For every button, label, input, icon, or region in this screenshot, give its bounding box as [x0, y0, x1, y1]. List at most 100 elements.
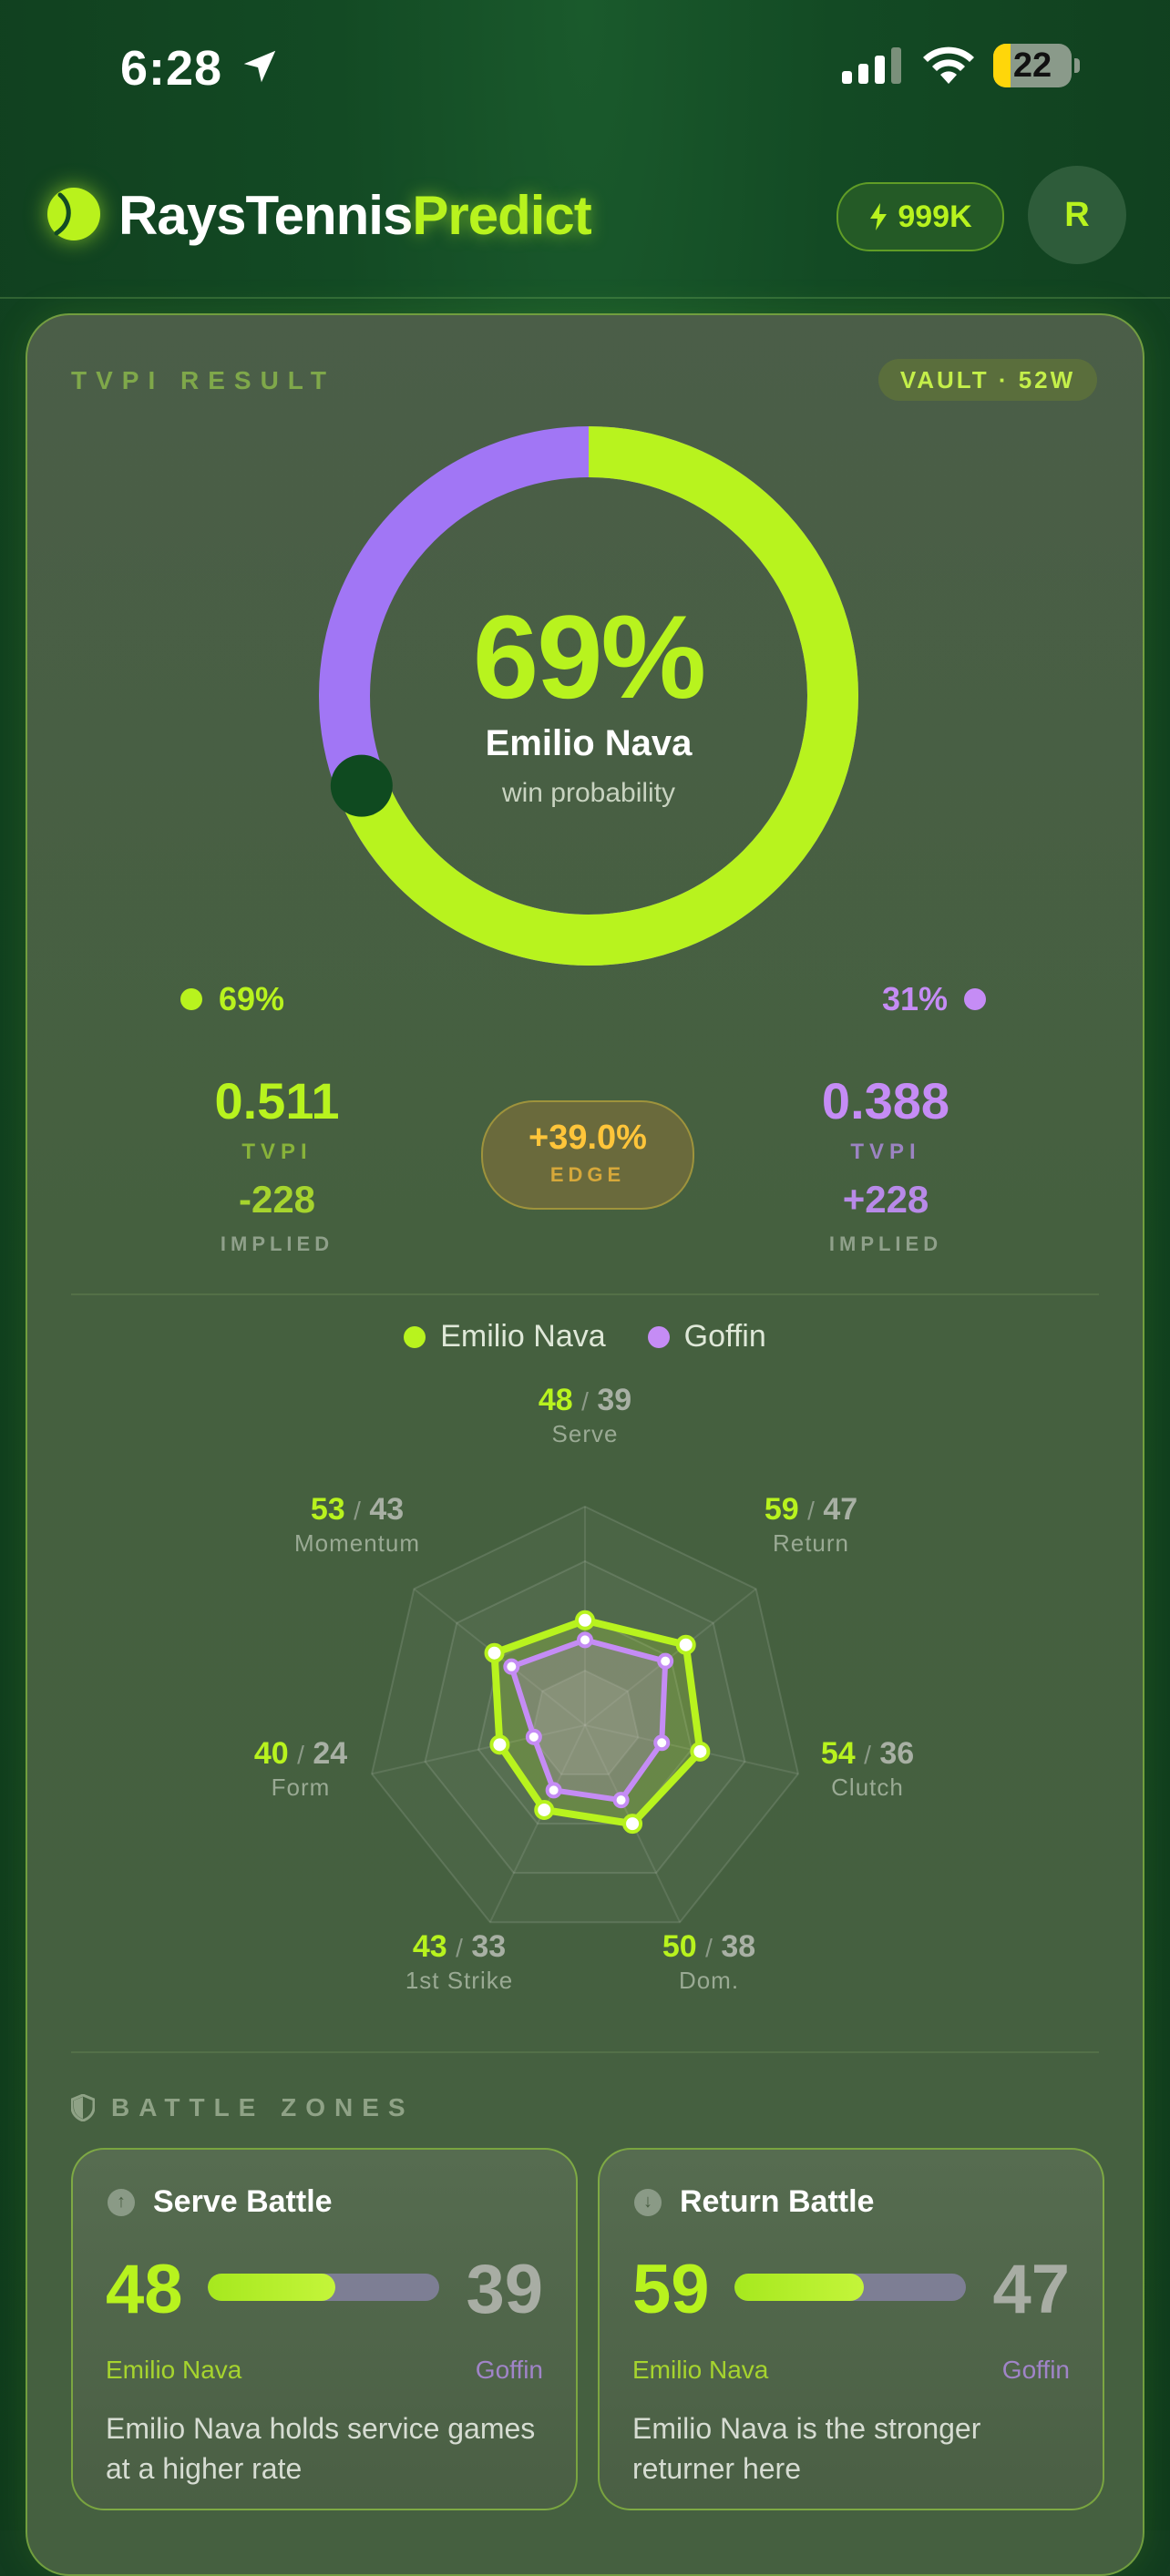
player-a-share-value: 69%	[219, 980, 285, 1017]
radar-axis-clutch: 54 / 36 Clutch	[820, 1736, 915, 1801]
serve-battle-player-a-value: 48	[106, 2251, 183, 2328]
donut-arc-player-a	[319, 426, 858, 966]
player-b-odds: +228	[842, 1178, 929, 1221]
player-b-tvpi-label: TVPI	[850, 1140, 921, 1164]
return-battle-player-b-value: 47	[992, 2251, 1070, 2328]
player-a-dot	[180, 988, 202, 1010]
tvpi-result-card: TVPI RESULT VAULT · 52W 69% Emilio Nava …	[26, 313, 1144, 2576]
radar-point-player-a-momentum	[484, 1642, 505, 1663]
player-b-tvpi: 0.388	[821, 1072, 950, 1130]
shield-icon	[71, 2094, 95, 2121]
radar-axis-return: 59 / 47 Return	[764, 1492, 858, 1557]
serve-battle-player-b-value: 39	[466, 2251, 543, 2328]
credits-amount: 999K	[898, 199, 972, 234]
player-b-stats: 0.388 TVPI +228 IMPLIED	[749, 1071, 1022, 1256]
battle-zones-heading: BATTLE ZONES	[71, 2093, 415, 2122]
radar-point-player-b-dom-	[612, 1792, 630, 1809]
status-bar: 6:28 22	[0, 0, 1170, 137]
serve-battle-player-a: Emilio Nava	[106, 2356, 242, 2384]
serve-battle-card[interactable]: ↑ Serve Battle 48 39 Emilio Nava Goffin …	[71, 2148, 578, 2510]
player-a-tvpi: 0.511	[214, 1072, 340, 1130]
donut-knob	[330, 754, 393, 817]
player-b-share-value: 31%	[882, 980, 949, 1017]
brand-name-part1: RaysTennis	[118, 185, 413, 246]
win-probability-donut	[319, 426, 858, 966]
radar-grid-ring	[370, 1505, 800, 1924]
edge-badge: +39.0% EDGE	[481, 1100, 694, 1210]
radar-spoke	[371, 1724, 586, 1775]
radar-point-player-b-clutch	[653, 1734, 671, 1752]
radar-grid-ring	[530, 1669, 640, 1776]
return-battle-player-b: Goffin	[1001, 2356, 1070, 2384]
serve-battle-bar	[208, 2274, 439, 2301]
radar-point-player-a-dom-	[622, 1814, 643, 1835]
player-b-share: 31%	[882, 980, 987, 1018]
radar-point-player-a-clutch	[690, 1741, 711, 1762]
app-header: RaysTennisPredict 999K R	[0, 137, 1170, 299]
radar-axis-form: 40 / 24 Form	[253, 1736, 348, 1801]
radar-grid-ring	[424, 1559, 746, 1875]
battle-zones-title: BATTLE ZONES	[111, 2093, 415, 2121]
edge-value: +39.0%	[529, 1119, 647, 1157]
location-arrow-icon	[243, 50, 276, 83]
legend-dot-b	[647, 1325, 670, 1348]
comparison-radar-chart	[370, 1505, 800, 1924]
radar-axis-1st-strike: 43 / 33 1st Strike	[405, 1929, 514, 1994]
radar-point-player-b-serve	[577, 1631, 593, 1649]
radar-axis-momentum: 53 / 43 Momentum	[293, 1492, 421, 1557]
radar-axis-dom: 50 / 38 Dom.	[662, 1929, 756, 1994]
return-battle-player-a-value: 59	[632, 2251, 710, 2328]
serve-battle-player-b: Goffin	[475, 2356, 543, 2384]
player-b-implied-label: IMPLIED	[828, 1232, 943, 1255]
radar-legend-player-b: Goffin	[647, 1319, 766, 1354]
radar-spoke	[488, 1724, 586, 1923]
return-battle-title: Return Battle	[680, 2184, 875, 2219]
player-a-stats: 0.511 TVPI -228 IMPLIED	[140, 1071, 414, 1256]
radar-legend: Emilio Nava Goffin	[27, 1319, 1143, 1354]
lightning-icon	[870, 203, 888, 230]
app-brand: RaysTennisPredict	[118, 184, 592, 247]
arrow-up-icon: ↑	[108, 2188, 135, 2216]
return-battle-player-a: Emilio Nava	[632, 2356, 769, 2384]
tennis-ball-logo-icon	[47, 188, 100, 240]
player-a-tvpi-label: TVPI	[241, 1140, 313, 1164]
battery-indicator: 22	[993, 44, 1081, 87]
favorite-player-name: Emilio Nava	[485, 723, 693, 763]
player-a-share: 69%	[180, 980, 284, 1018]
return-battle-bar	[734, 2274, 966, 2301]
legend-label-b: Goffin	[683, 1319, 766, 1354]
legend-dot-a	[404, 1325, 426, 1348]
battery-level: 22	[1012, 46, 1052, 85]
edge-label: EDGE	[549, 1163, 626, 1186]
status-time: 6:28	[120, 41, 223, 96]
radar-point-player-a-serve	[575, 1610, 595, 1630]
radar-series-player-b	[508, 1637, 669, 1804]
section-divider-2	[71, 2051, 1099, 2053]
return-battle-description: Emilio Nava is the stronger returner her…	[632, 2412, 981, 2485]
vault-badge[interactable]: VAULT · 52W	[878, 359, 1097, 401]
brand-name-part2: Predict	[412, 185, 591, 246]
wifi-icon	[923, 46, 974, 84]
player-a-odds: -228	[238, 1178, 316, 1221]
player-a-implied-label: IMPLIED	[220, 1232, 334, 1255]
radar-legend-player-a: Emilio Nava	[404, 1319, 606, 1354]
radar-axis-serve: 48 / 39 Serve	[538, 1383, 632, 1447]
radar-point-player-b-form	[525, 1728, 542, 1745]
radar-point-player-a-return	[675, 1634, 696, 1655]
radar-point-player-b-momentum	[503, 1658, 520, 1675]
radar-point-player-a-form	[489, 1734, 510, 1755]
section-divider	[71, 1293, 1099, 1295]
result-label: TVPI RESULT	[71, 366, 335, 394]
arrow-down-icon: ↓	[634, 2188, 662, 2216]
radar-point-player-b-1st-strike	[545, 1782, 562, 1799]
win-probability-caption: win probability	[501, 778, 676, 808]
avatar[interactable]: R	[1028, 166, 1126, 264]
cellular-signal-icon	[842, 47, 901, 84]
return-battle-card[interactable]: ↓ Return Battle 59 47 Emilio Nava Goffin…	[598, 2148, 1104, 2510]
radar-point-player-a-1st-strike	[534, 1799, 555, 1820]
credits-button[interactable]: 999K	[836, 182, 1004, 251]
radar-point-player-b-return	[657, 1652, 674, 1670]
win-percentage: 69%	[472, 590, 706, 723]
player-b-dot	[964, 988, 987, 1010]
legend-label-a: Emilio Nava	[440, 1319, 606, 1354]
